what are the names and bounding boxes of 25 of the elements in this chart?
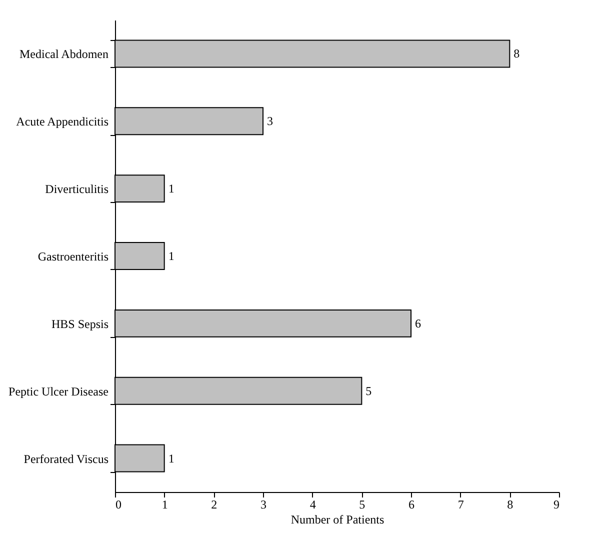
- x-tick-label: 4: [310, 498, 316, 512]
- data-label: 3: [267, 114, 273, 128]
- x-tick-label: 5: [359, 498, 366, 512]
- y-tick-label: Acute Appendicitis: [16, 114, 109, 129]
- x-tick-label: 6: [408, 498, 414, 512]
- x-tick-label: 9: [554, 498, 560, 512]
- data-label: 1: [168, 182, 174, 196]
- x-tick-label: 8: [507, 498, 514, 512]
- y-tick-label: Medical Abdomen: [20, 47, 108, 62]
- y-tick-label: Peptic Ulcer Disease: [8, 384, 108, 398]
- x-tick-label: 1: [162, 498, 168, 512]
- x-tick-label: 7: [458, 498, 464, 512]
- x-axis-title: Number of Patients: [290, 512, 384, 526]
- y-tick-label: Perforated Viscus: [24, 452, 109, 466]
- data-label: 6: [415, 316, 421, 330]
- x-tick-label: 0: [116, 498, 122, 512]
- data-label: 1: [168, 249, 174, 263]
- y-tick-label: Gastroenteritis: [38, 250, 109, 264]
- y-tick-label: Diverticulitis: [45, 182, 109, 196]
- data-label: 1: [168, 451, 174, 466]
- y-tick-label: HBS Sepsis: [51, 316, 109, 331]
- data-label: 8: [514, 46, 520, 61]
- data-label: 5: [366, 384, 372, 398]
- x-tick-label: 3: [260, 498, 266, 512]
- x-tick-label: 2: [211, 498, 218, 512]
